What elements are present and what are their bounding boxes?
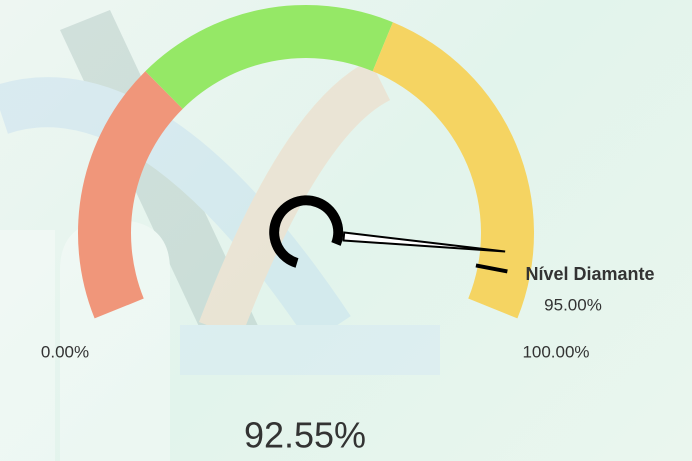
gauge-chart: 0.00% 100.00% Nível Diamante 95.00% 92.5… [0,0,692,461]
gauge-band [373,22,534,318]
target-label: 95.00% [544,295,602,314]
max-label: 100.00% [522,342,589,361]
target-name: Nível Diamante [525,264,654,284]
min-label: 0.00% [41,342,89,361]
value-label: 92.55% [244,415,366,456]
